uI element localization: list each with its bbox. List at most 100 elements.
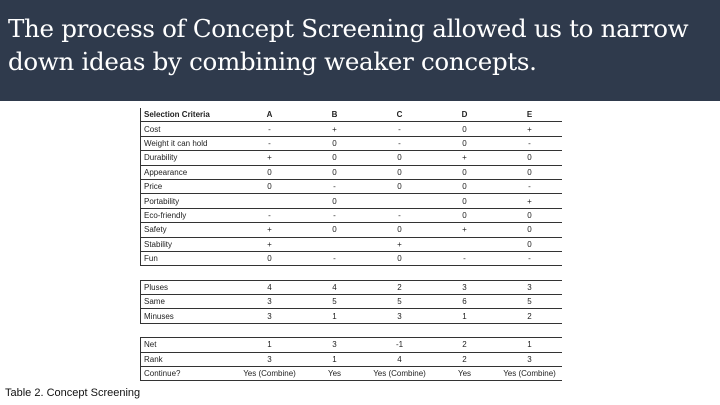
score-cell: -: [237, 136, 302, 152]
score-cell: +: [432, 150, 497, 166]
score-cell: 0: [367, 179, 432, 195]
spacer-cell: [140, 323, 237, 339]
table-row: Eco-friendly - - -0 0: [140, 208, 562, 224]
spacer-cell: [237, 265, 302, 281]
table-row: Continue? Yes (Combine) Yes Yes (Combine) Ye…: [140, 366, 562, 382]
criterion-cell: Rank: [140, 352, 237, 368]
score-cell: -: [497, 136, 562, 152]
score-cell: 5: [367, 294, 432, 310]
score-cell: 0: [367, 251, 432, 267]
score-cell: +: [237, 150, 302, 166]
score-cell: -: [237, 208, 302, 224]
score-cell: [432, 237, 497, 252]
score-cell: -: [367, 208, 432, 224]
score-cell: 1: [237, 337, 302, 353]
criterion-cell: Pluses: [140, 280, 237, 296]
score-cell: -1: [367, 337, 432, 353]
score-cell: 1: [432, 308, 497, 324]
criterion-cell: Weight it can hold: [140, 136, 237, 152]
spacer-cell: [497, 323, 562, 339]
score-cell: 3: [237, 352, 302, 368]
spacer-cell: [302, 265, 367, 281]
table-row: Cost - + -0 +: [140, 121, 562, 137]
column-header: E: [497, 108, 562, 123]
score-cell: 0: [302, 150, 367, 166]
score-cell: +: [367, 237, 432, 252]
score-cell: +: [302, 121, 367, 137]
table-row: Safety +0 0 +0: [140, 222, 562, 238]
score-cell: +: [497, 193, 562, 209]
score-cell: 5: [497, 294, 562, 310]
criterion-cell: Safety: [140, 222, 237, 238]
table-row: Price 0-0 0-: [140, 179, 562, 195]
slide-title: The process of Concept Screening allowed…: [8, 14, 689, 76]
score-cell: 0: [432, 208, 497, 224]
score-cell: 0: [367, 150, 432, 166]
score-cell: 0: [497, 237, 562, 252]
criterion-cell: Fun: [140, 251, 237, 267]
table-row: Rank 3 1 4 2 3: [140, 352, 562, 368]
table-row: Pluses 4 4 2 3 3: [140, 280, 562, 296]
score-cell: 0: [367, 222, 432, 238]
score-cell: 0: [432, 165, 497, 180]
score-cell: 3: [367, 308, 432, 324]
table-row: Durability +0 0 +0: [140, 150, 562, 166]
score-cell: 0: [432, 121, 497, 137]
spacer-cell: [237, 323, 302, 339]
score-cell: 0: [237, 165, 302, 180]
score-cell: 0: [367, 165, 432, 180]
spacer-cell: [497, 265, 562, 281]
column-header: Selection Criteria: [140, 108, 237, 123]
score-cell: 2: [497, 308, 562, 324]
score-cell: 0: [432, 193, 497, 209]
criterion-cell: Net: [140, 337, 237, 353]
spacer-cell: [140, 265, 237, 281]
score-cell: 4: [367, 352, 432, 368]
score-cell: 3: [237, 294, 302, 310]
score-cell: 2: [432, 337, 497, 353]
criterion-cell: Appearance: [140, 165, 237, 180]
score-cell: Yes (Combine): [237, 366, 302, 382]
table-caption: Table 2. Concept Screening: [5, 387, 141, 399]
score-cell: -: [237, 121, 302, 137]
score-cell: 3: [237, 308, 302, 324]
table-row: Minuses 3 1 3 1 2: [140, 308, 562, 324]
score-cell: -: [302, 251, 367, 267]
spacer-cell: [432, 323, 497, 339]
score-cell: 0: [302, 193, 367, 209]
score-cell: +: [497, 121, 562, 137]
score-cell: 3: [497, 280, 562, 296]
column-header: C: [367, 108, 432, 123]
score-cell: +: [237, 237, 302, 252]
title-banner: The process of Concept Screening allowed…: [0, 0, 720, 101]
score-cell: 0: [497, 150, 562, 166]
criterion-cell: Continue?: [140, 366, 237, 382]
score-cell: 1: [302, 352, 367, 368]
criterion-cell: Durability: [140, 150, 237, 166]
score-cell: +: [237, 222, 302, 238]
score-cell: 0: [302, 222, 367, 238]
spacer-cell: [367, 265, 432, 281]
criterion-cell: Minuses: [140, 308, 237, 324]
table-row: Fun 0-0- -: [140, 251, 562, 267]
score-cell: Yes (Combine): [497, 366, 562, 382]
table-row: Portability 0 0 +: [140, 193, 562, 209]
score-cell: -: [367, 121, 432, 137]
score-cell: 0: [237, 251, 302, 267]
table-row: Appearance 0 0 0 0 0: [140, 165, 562, 180]
criterion-cell: Cost: [140, 121, 237, 137]
score-cell: Yes: [432, 366, 497, 382]
score-cell: -: [497, 179, 562, 195]
spacer-row: [140, 323, 562, 339]
score-cell: [302, 237, 367, 252]
spacer-cell: [367, 323, 432, 339]
score-cell: -: [497, 251, 562, 267]
score-cell: [367, 193, 432, 209]
score-cell: 0: [432, 136, 497, 152]
score-cell: -: [367, 136, 432, 152]
spacer-row: [140, 265, 562, 281]
score-cell: +: [432, 222, 497, 238]
spacer-cell: [432, 265, 497, 281]
score-cell: 0: [497, 222, 562, 238]
